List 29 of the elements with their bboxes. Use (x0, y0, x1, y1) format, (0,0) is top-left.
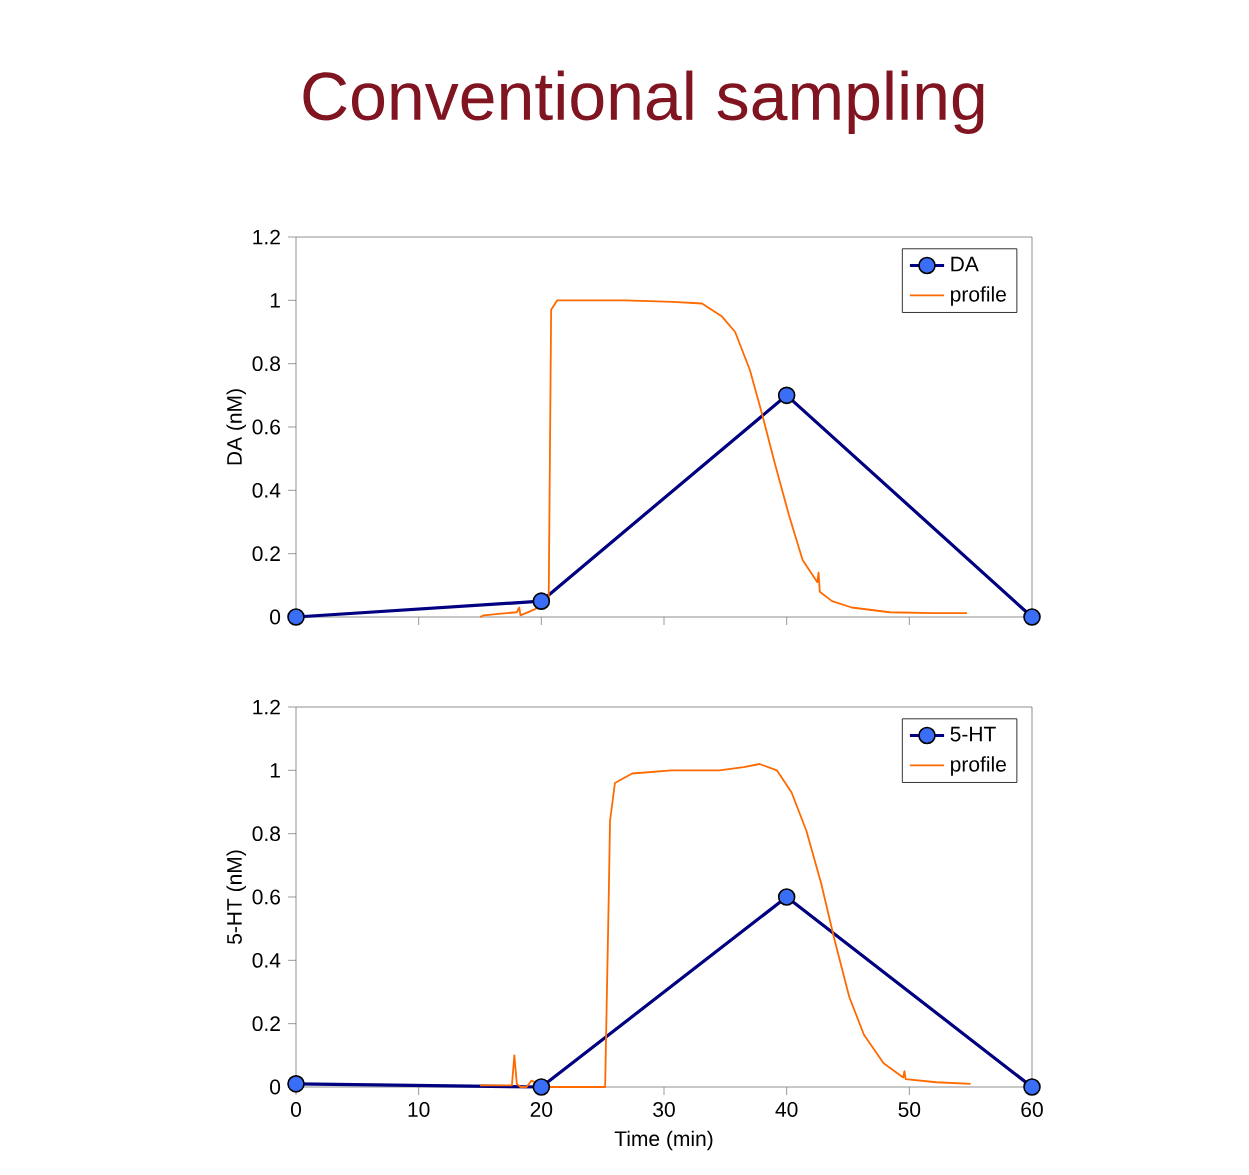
y-tick-label: 0.8 (252, 356, 281, 372)
x-tick-label: 40 (775, 1102, 798, 1117)
y-tick-label: 0.2 (252, 1016, 280, 1032)
x-tick-label: 10 (408, 1102, 430, 1117)
x-axis-title: Time (min) (614, 1130, 713, 1151)
y-tick-label: 0.6 (252, 889, 281, 905)
legend-label: profile (951, 756, 1006, 776)
legend-label: DA (951, 256, 979, 272)
y-tick-label: 1.2 (253, 699, 280, 715)
y-tick-label: 0.4 (252, 952, 281, 968)
y-axis-title: 5-HT (nM) (226, 850, 247, 944)
x-tick-label: 60 (1021, 1102, 1043, 1117)
y-tick-label: 1.2 (253, 229, 280, 245)
y-tick-label: 0.6 (252, 419, 281, 435)
legend-label: profile (951, 286, 1006, 306)
x-tick-label: 50 (898, 1102, 921, 1117)
legend-label: 5-HT (950, 726, 996, 742)
y-tick-label: 1 (270, 293, 280, 308)
y-tick-label: 1 (270, 763, 280, 778)
y-tick-label: 0.4 (252, 482, 281, 498)
y-tick-label: 0.8 (252, 826, 281, 842)
y-tick-label: 0 (270, 1079, 281, 1095)
y-tick-label: 0.2 (252, 546, 280, 562)
x-tick-label: 20 (530, 1102, 553, 1117)
x-tick-label: 0 (290, 1102, 302, 1117)
chart-title: Conventional sampling (303, 70, 984, 134)
x-tick-label: 30 (653, 1102, 675, 1117)
y-tick-label: 0 (270, 609, 281, 625)
y-axis-title: DA (nM) (226, 389, 247, 465)
